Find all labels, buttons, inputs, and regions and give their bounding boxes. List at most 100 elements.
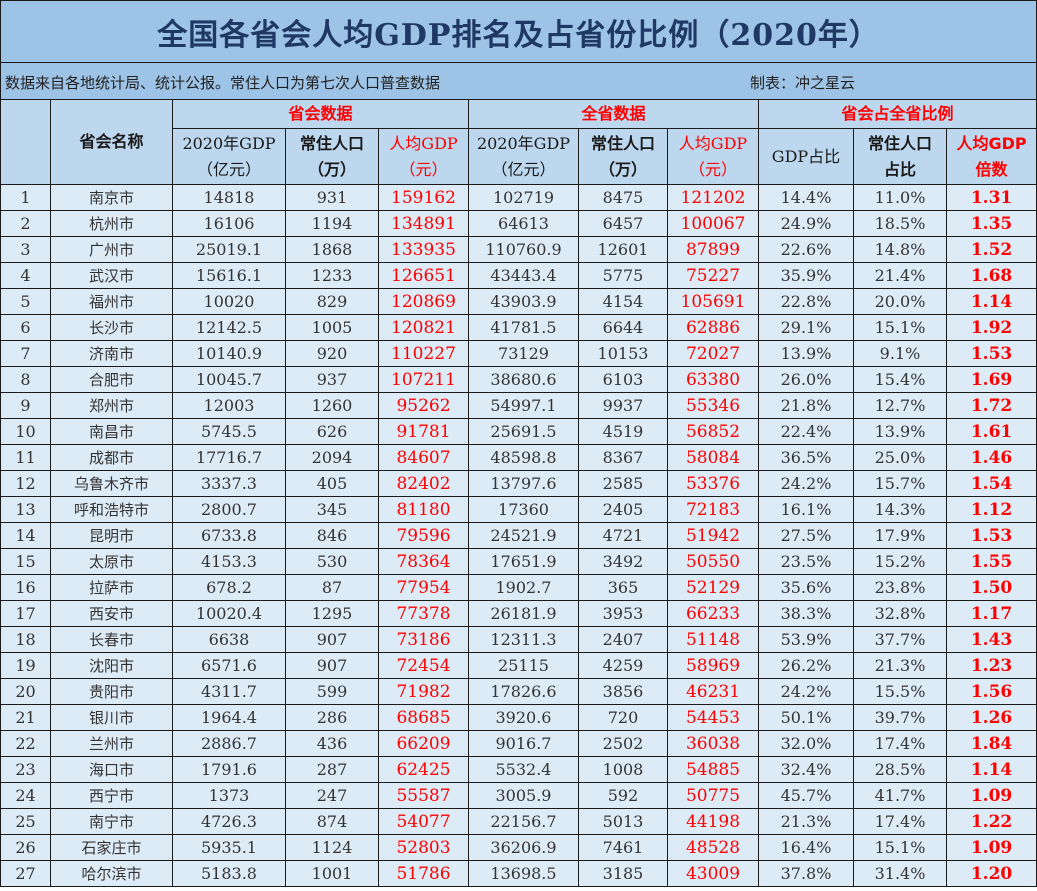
province-gdp-cell: 73129 bbox=[468, 340, 579, 367]
province-gdp-cell: 5532.4 bbox=[468, 756, 579, 783]
per-capita-multiple-cell: 1.14 bbox=[945, 756, 1037, 783]
province-gdp-cell: 102719 bbox=[468, 184, 579, 211]
city-name-cell: 杭州市 bbox=[50, 210, 173, 237]
table-row: 21 银川市 1964.4 286 68685 3920.6 720 54453 50.1% 39… bbox=[0, 704, 1037, 731]
province-per-capita-header: 人均GDP （元） bbox=[667, 128, 759, 185]
table-row: 9 郑州市 12003 1260 95262 54997.1 9937 55346 21.8% 1… bbox=[0, 392, 1037, 419]
gdp-share-cell: 22.4% bbox=[758, 418, 854, 445]
pop-share-cell: 32.8% bbox=[853, 600, 947, 627]
per-capita-multiple-cell: 1.68 bbox=[945, 262, 1037, 289]
capital-gdp-cell: 3337.3 bbox=[172, 470, 286, 497]
province-pop-cell: 592 bbox=[578, 782, 668, 809]
gdp-share-cell: 24.2% bbox=[758, 470, 854, 497]
province-per-capita-cell: 62886 bbox=[667, 314, 759, 341]
pop-share-cell: 15.2% bbox=[853, 548, 947, 575]
per-capita-multiple-cell: 1.09 bbox=[945, 782, 1037, 809]
province-gdp-cell: 17826.6 bbox=[468, 678, 579, 705]
pop-share-cell: 20.0% bbox=[853, 288, 947, 315]
table-row: 7 济南市 10140.9 920 110227 73129 10153 72027 13.9%… bbox=[0, 340, 1037, 367]
gdp-share-cell: 37.8% bbox=[758, 860, 854, 887]
per-capita-multiple-cell: 1.23 bbox=[945, 652, 1037, 679]
capital-per-capita-cell: 91781 bbox=[378, 418, 469, 445]
rank-cell: 12 bbox=[0, 470, 51, 497]
city-name-cell: 济南市 bbox=[50, 340, 173, 367]
rank-cell: 15 bbox=[0, 548, 51, 575]
capital-per-capita-cell: 78364 bbox=[378, 548, 469, 575]
rank-cell: 14 bbox=[0, 522, 51, 549]
rank-cell: 24 bbox=[0, 782, 51, 809]
province-pop-cell: 5775 bbox=[578, 262, 668, 289]
pop-share-cell: 14.8% bbox=[853, 236, 947, 263]
city-name-cell: 武汉市 bbox=[50, 262, 173, 289]
capital-gdp-cell: 4726.3 bbox=[172, 808, 286, 835]
table-row: 17 西安市 10020.4 1295 77378 26181.9 3953 66233 38.… bbox=[0, 600, 1037, 627]
table-row: 13 呼和浩特市 2800.7 345 81180 17360 2405 72183 16.1%… bbox=[0, 496, 1037, 523]
per-capita-multiple-cell: 1.54 bbox=[945, 470, 1037, 497]
gdp-share-cell: 36.5% bbox=[758, 444, 854, 471]
province-gdp-cell: 24521.9 bbox=[468, 522, 579, 549]
province-per-capita-cell: 52129 bbox=[667, 574, 759, 601]
capital-pop-cell: 436 bbox=[285, 730, 379, 757]
province-gdp-cell: 25115 bbox=[468, 652, 579, 679]
capital-pop-cell: 2094 bbox=[285, 444, 379, 471]
per-capita-multiple-cell: 1.55 bbox=[945, 548, 1037, 575]
rank-cell: 13 bbox=[0, 496, 51, 523]
per-capita-multiple-cell: 1.52 bbox=[945, 236, 1037, 263]
city-name-cell: 西宁市 bbox=[50, 782, 173, 809]
capital-per-capita-header: 人均GDP （元） bbox=[378, 128, 469, 185]
rank-cell: 10 bbox=[0, 418, 51, 445]
province-gdp-cell: 17651.9 bbox=[468, 548, 579, 575]
province-gdp-cell: 1902.7 bbox=[468, 574, 579, 601]
capital-gdp-cell: 1791.6 bbox=[172, 756, 286, 783]
author-note: 制表：冲之星云 bbox=[750, 74, 856, 92]
province-pop-cell: 3856 bbox=[578, 678, 668, 705]
capital-gdp-cell: 5745.5 bbox=[172, 418, 286, 445]
table-row: 27 哈尔滨市 5183.8 1001 51786 13698.5 3185 43009 37.… bbox=[0, 860, 1037, 887]
per-capita-multiple-cell: 1.35 bbox=[945, 210, 1037, 237]
capital-gdp-cell: 6571.6 bbox=[172, 652, 286, 679]
capital-group-header: 省会数据 bbox=[172, 99, 469, 129]
capital-per-capita-cell: 55587 bbox=[378, 782, 469, 809]
gdp-share-cell: 27.5% bbox=[758, 522, 854, 549]
province-per-capita-cell: 44198 bbox=[667, 808, 759, 835]
capital-gdp-cell: 14818 bbox=[172, 184, 286, 211]
capital-pop-cell: 1233 bbox=[285, 262, 379, 289]
pop-share-cell: 9.1% bbox=[853, 340, 947, 367]
pop-share-cell: 37.7% bbox=[853, 626, 947, 653]
capital-pop-cell: 937 bbox=[285, 366, 379, 393]
pop-share-cell: 15.1% bbox=[853, 314, 947, 341]
table-row: 8 合肥市 10045.7 937 107211 38680.6 6103 63380 26.0… bbox=[0, 366, 1037, 393]
rank-cell: 16 bbox=[0, 574, 51, 601]
capital-pop-cell: 829 bbox=[285, 288, 379, 315]
city-name-cell: 长沙市 bbox=[50, 314, 173, 341]
gdp-share-cell: 16.1% bbox=[758, 496, 854, 523]
gdp-share-cell: 35.9% bbox=[758, 262, 854, 289]
gdp-share-header: GDP占比 bbox=[758, 128, 854, 185]
capital-pop-cell: 599 bbox=[285, 678, 379, 705]
table-row: 23 海口市 1791.6 287 62425 5532.4 1008 54885 32.4% 2… bbox=[0, 756, 1037, 783]
province-gdp-cell: 12311.3 bbox=[468, 626, 579, 653]
province-gdp-cell: 13797.6 bbox=[468, 470, 579, 497]
gdp-share-cell: 24.2% bbox=[758, 678, 854, 705]
capital-gdp-cell: 12003 bbox=[172, 392, 286, 419]
per-capita-multiple-cell: 1.14 bbox=[945, 288, 1037, 315]
province-pop-cell: 365 bbox=[578, 574, 668, 601]
rank-cell: 25 bbox=[0, 808, 51, 835]
province-gdp-cell: 3920.6 bbox=[468, 704, 579, 731]
capital-pop-cell: 286 bbox=[285, 704, 379, 731]
capital-per-capita-cell: 120869 bbox=[378, 288, 469, 315]
province-pop-cell: 10153 bbox=[578, 340, 668, 367]
pop-share-cell: 15.5% bbox=[853, 678, 947, 705]
capital-per-capita-cell: 77954 bbox=[378, 574, 469, 601]
province-per-capita-cell: 50775 bbox=[667, 782, 759, 809]
city-name-cell: 郑州市 bbox=[50, 392, 173, 419]
province-pop-cell: 4519 bbox=[578, 418, 668, 445]
table-row: 16 拉萨市 678.2 87 77954 1902.7 365 52129 35.6% 23.8… bbox=[0, 574, 1037, 601]
table-row: 15 太原市 4153.3 530 78364 17651.9 3492 50550 23.5%… bbox=[0, 548, 1037, 575]
province-gdp-cell: 22156.7 bbox=[468, 808, 579, 835]
province-per-capita-cell: 100067 bbox=[667, 210, 759, 237]
city-name-cell: 南昌市 bbox=[50, 418, 173, 445]
gdp-share-cell: 38.3% bbox=[758, 600, 854, 627]
capital-per-capita-cell: 134891 bbox=[378, 210, 469, 237]
